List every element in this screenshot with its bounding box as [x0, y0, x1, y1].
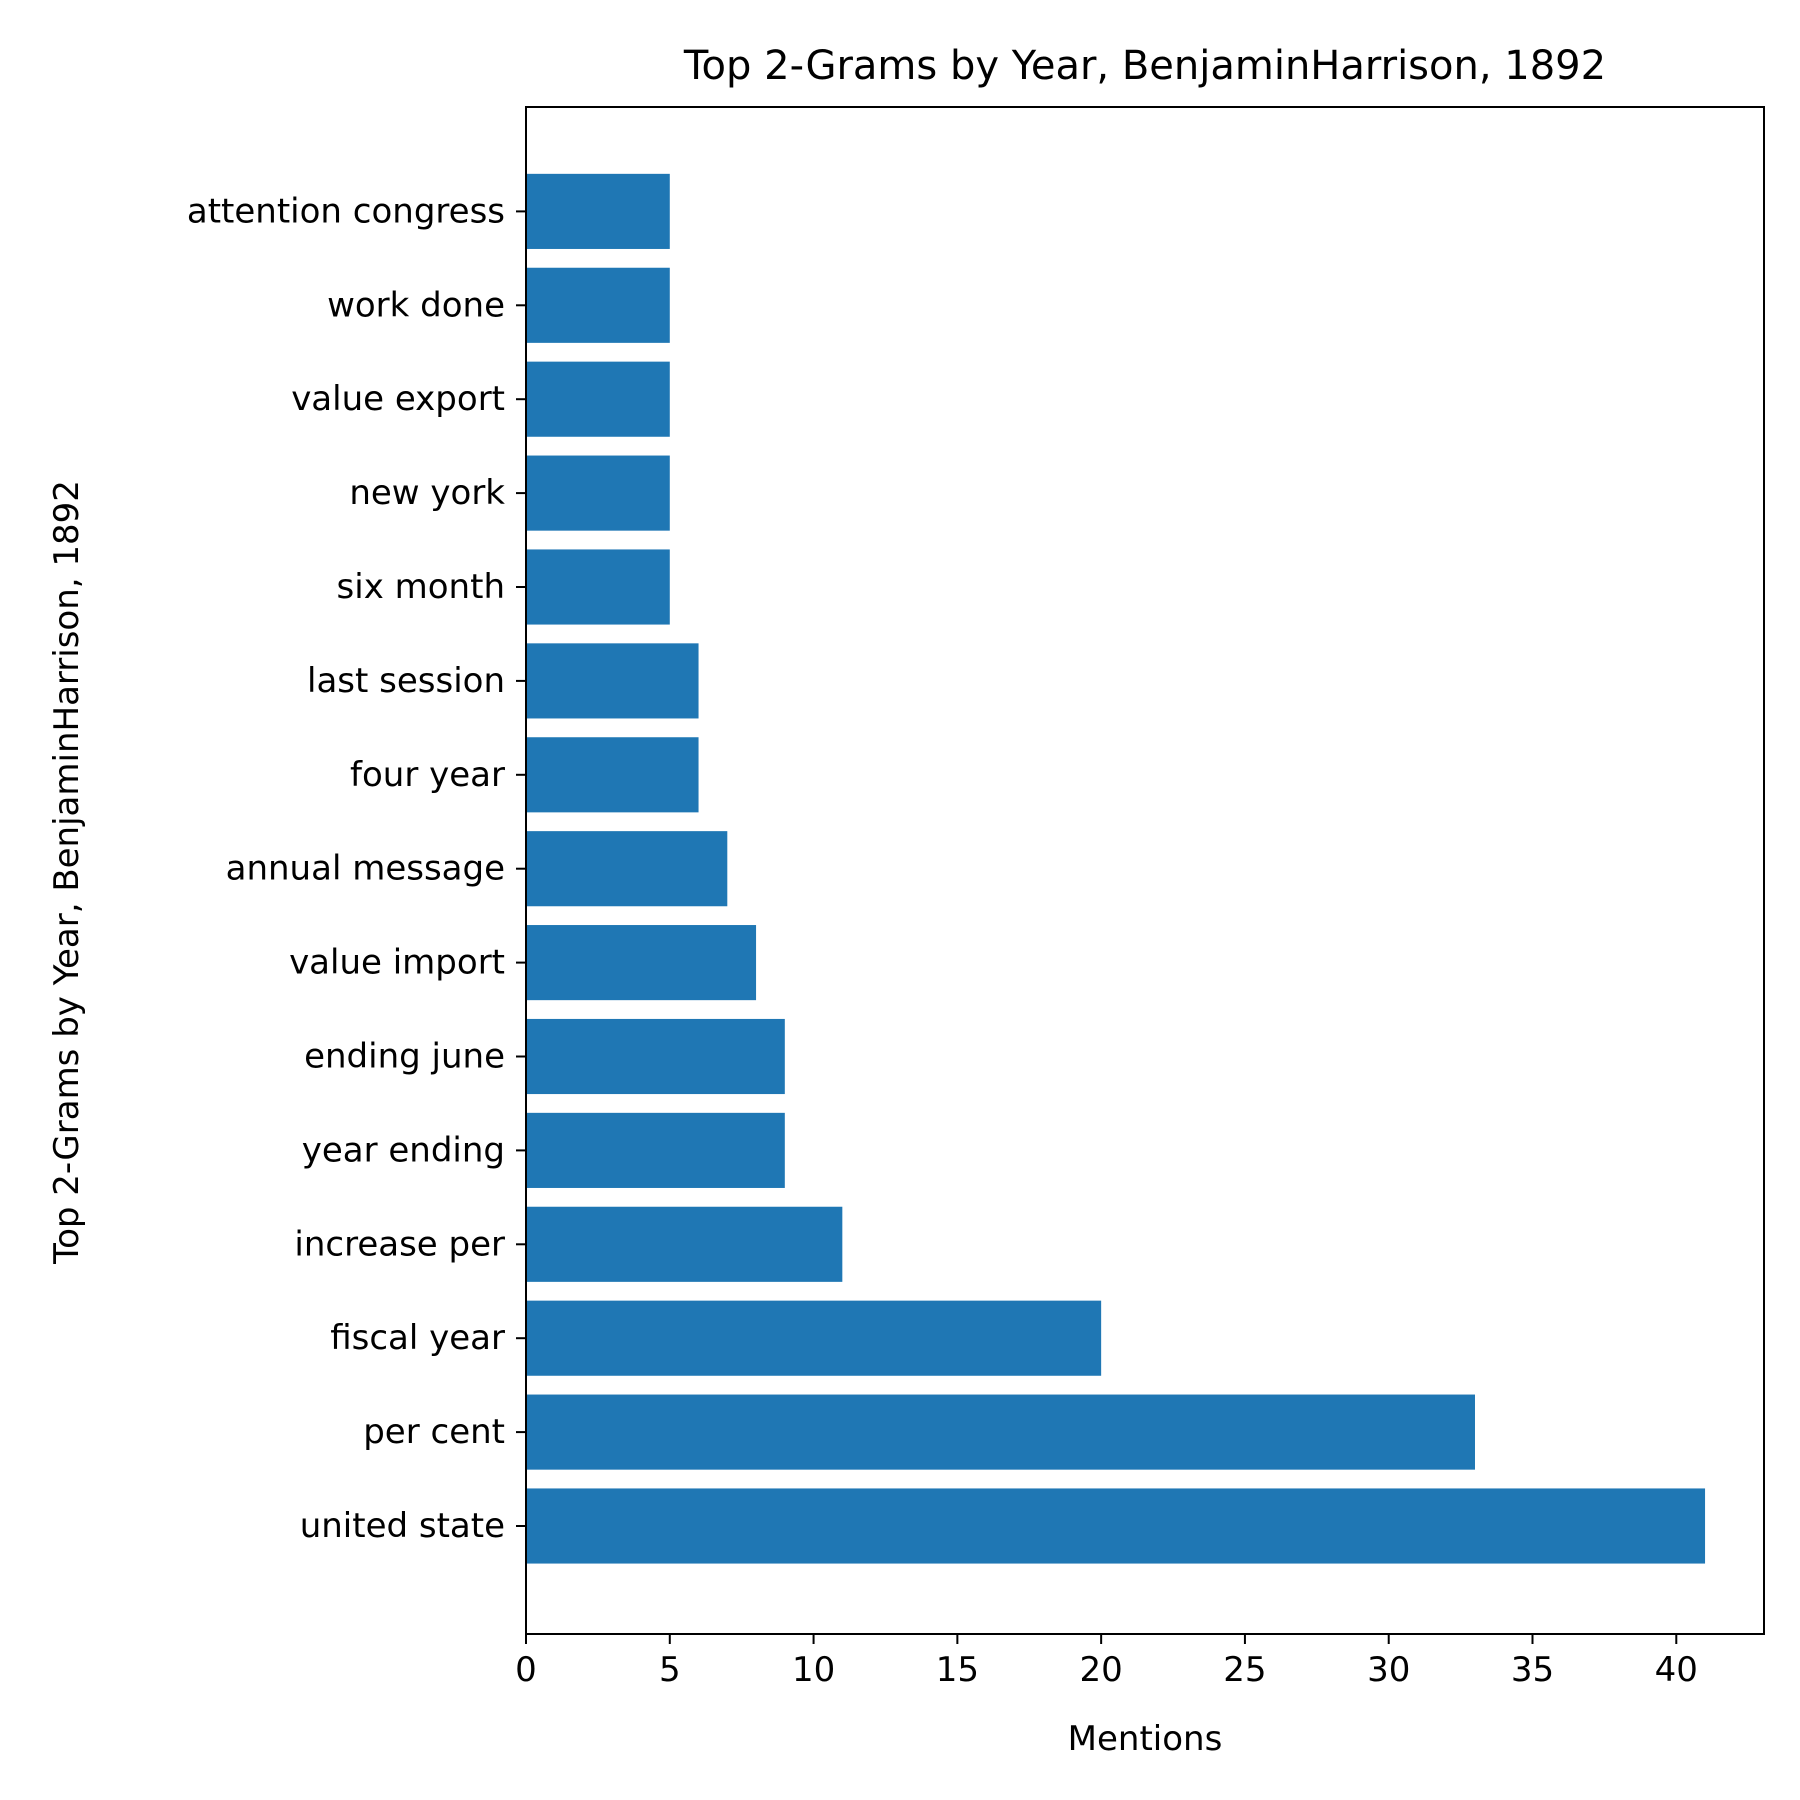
- y-tick-label-per-cent: per cent: [363, 1412, 505, 1452]
- bar-fiscal-year: [526, 1300, 1102, 1376]
- y-tick-label-annual-message: annual message: [226, 849, 505, 889]
- y-axis-ticks: united state per cent fiscal year increase …: [187, 191, 526, 1546]
- x-tick-label-0: 0: [515, 1650, 537, 1690]
- y-tick-label-last-session: last session: [307, 661, 505, 701]
- bars-group: [526, 173, 1706, 1564]
- y-tick-label-work-done: work done: [327, 285, 505, 325]
- x-axis-label: Mentions: [1068, 1719, 1223, 1759]
- y-tick-label-four-year: four year: [350, 755, 505, 795]
- bar-work-done: [526, 267, 670, 343]
- bar-value-export: [526, 361, 670, 437]
- y-tick-label-value-export: value export: [291, 379, 505, 419]
- bar-attention-congress: [526, 173, 670, 249]
- bar-six-month: [526, 549, 670, 625]
- x-tick-label-10: 10: [792, 1650, 835, 1690]
- y-tick-label-united-state: united state: [300, 1506, 505, 1546]
- bar-annual-message: [526, 831, 728, 907]
- x-tick-label-30: 30: [1367, 1650, 1410, 1690]
- bar-increase-per: [526, 1206, 843, 1282]
- chart-title: Top 2-Grams by Year, BenjaminHarrison, 1…: [683, 43, 1606, 89]
- y-tick-label-attention-congress: attention congress: [187, 191, 505, 231]
- y-tick-label-six-month: six month: [337, 567, 505, 607]
- y-tick-label-value-import: value import: [289, 943, 505, 983]
- bar-united-state: [526, 1488, 1706, 1564]
- y-tick-label-fiscal-year: fiscal year: [330, 1318, 505, 1358]
- x-tick-label-35: 35: [1511, 1650, 1554, 1690]
- x-tick-label-20: 20: [1080, 1650, 1123, 1690]
- plot-frame: [525, 106, 1765, 1635]
- y-tick-label-ending-june: ending june: [304, 1037, 505, 1077]
- y-tick-label-year-ending: year ending: [302, 1130, 505, 1170]
- x-axis-ticks: 0 5 10 15 20 25 30 35 40: [515, 1634, 1698, 1690]
- bar-new-york: [526, 455, 670, 531]
- x-tick-label-15: 15: [936, 1650, 979, 1690]
- y-axis-label: Top 2-Grams by Year, BenjaminHarrison, 1…: [47, 480, 87, 1265]
- y-tick-label-new-york: new york: [349, 473, 505, 513]
- x-tick-label-25: 25: [1223, 1650, 1266, 1690]
- y-tick-label-increase-per: increase per: [294, 1224, 505, 1264]
- bar-per-cent: [526, 1394, 1475, 1470]
- bar-year-ending: [526, 1112, 785, 1188]
- bar-ending-june: [526, 1018, 785, 1095]
- x-tick-label-40: 40: [1655, 1650, 1698, 1690]
- bar-four-year: [526, 737, 699, 813]
- bar-last-session: [526, 643, 699, 719]
- x-tick-label-5: 5: [659, 1650, 681, 1690]
- bar-value-import: [526, 925, 757, 1001]
